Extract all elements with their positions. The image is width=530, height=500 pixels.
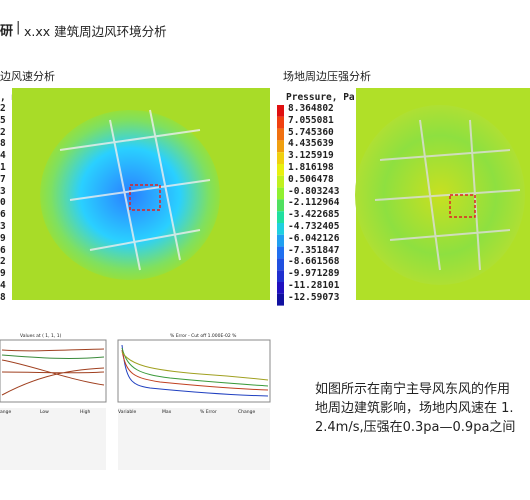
- plot-title: % Error - Cut off 1.000E-02 %: [170, 334, 237, 339]
- legend-swatch: [277, 211, 284, 223]
- section-title: 场地周边压强分析: [283, 70, 371, 83]
- paragraph-line: 如图所示在南宁主导风东风的作用: [315, 382, 511, 397]
- legend-value: 1.816198: [288, 162, 334, 173]
- legend-title: Pressure, Pa: [286, 92, 355, 103]
- legend-value: 8: [0, 291, 6, 303]
- legend-swatch: [277, 246, 284, 259]
- legend-value: 3.125919: [288, 150, 334, 162]
- table-header: Change: [238, 410, 256, 415]
- legend-swatch: [277, 270, 284, 282]
- legend-swatch: [277, 258, 284, 271]
- legend-value: -7.351847: [288, 244, 340, 256]
- table-header: Variable: [118, 410, 137, 415]
- legend-value: 1: [0, 162, 6, 173]
- legend-value: 9: [0, 268, 6, 280]
- legend-value: -11.28101: [288, 280, 340, 291]
- legend-swatch: [277, 199, 284, 212]
- legend-value: 2: [0, 103, 6, 114]
- legend-value: 4: [0, 280, 6, 291]
- legend-swatch: [277, 293, 284, 306]
- paragraph-line: 地周边建筑影响，场地内风速在 1.: [315, 401, 514, 416]
- legend-value: 7: [0, 173, 6, 185]
- legend-value: -0.803243: [288, 185, 340, 197]
- header-sep: |: [16, 20, 21, 35]
- legend-value: 4: [0, 150, 6, 162]
- legend-value: 8.364802: [288, 103, 334, 114]
- legend-value: 6: [0, 244, 6, 256]
- legend-value: -8.661568: [288, 256, 340, 268]
- legend-value: -12.59073: [288, 291, 340, 303]
- section-title: 边风速分析: [0, 70, 55, 83]
- legend-swatch: [277, 187, 284, 200]
- paragraph: 如图所示在南宁主导风东风的作用 地周边建筑影响，场地内风速在 1. 2.4m/s…: [315, 380, 515, 437]
- legend-value: 2: [0, 126, 6, 138]
- legend-swatch: [277, 234, 284, 247]
- table-header: High: [80, 410, 91, 415]
- legend-value: 5: [0, 114, 6, 126]
- legend-value: 7.055081: [288, 114, 334, 126]
- header-title: x.xx 建筑周边风环境分析: [24, 24, 167, 39]
- legend-value: 8: [0, 138, 6, 150]
- legend-swatch: [277, 128, 284, 141]
- plot-title: Values at ( 1, 1, 1): [20, 334, 62, 339]
- legend-value: -3.422685: [288, 209, 340, 221]
- table-header: % Error: [200, 410, 217, 415]
- legend-swatch: [277, 175, 284, 188]
- legend-swatch: [277, 116, 284, 129]
- legend-value: 4.435639: [288, 138, 334, 150]
- legend-swatch: [277, 282, 284, 294]
- paragraph-line: 2.4m/s,压强在0.3pa—0.9pa之间: [315, 420, 516, 435]
- legend-swatch: [277, 105, 284, 117]
- legend-value: 0.506478: [288, 173, 334, 185]
- legend-swatch: [277, 140, 284, 153]
- legend-value: 0: [0, 197, 6, 209]
- legend-value: -4.732405: [288, 221, 340, 232]
- legend-value: 5.745360: [288, 126, 334, 138]
- legend-value: 3: [0, 185, 6, 197]
- header-mark: 研: [0, 24, 14, 39]
- legend-swatch: [277, 223, 284, 235]
- legend-swatch: [277, 152, 284, 164]
- table-header: ange: [0, 410, 12, 415]
- table-header: Low: [40, 410, 49, 415]
- legend-value: 3: [0, 221, 6, 232]
- legend-value: 6: [0, 209, 6, 221]
- legend-value: -6.042126: [288, 232, 340, 244]
- legend-value: -9.971289: [288, 268, 340, 280]
- legend-swatch: [277, 164, 284, 176]
- legend-value: -2.112964: [288, 197, 340, 209]
- legend-value: 2: [0, 256, 6, 268]
- table-header: Max: [162, 410, 172, 415]
- legend-value: 9: [0, 232, 6, 244]
